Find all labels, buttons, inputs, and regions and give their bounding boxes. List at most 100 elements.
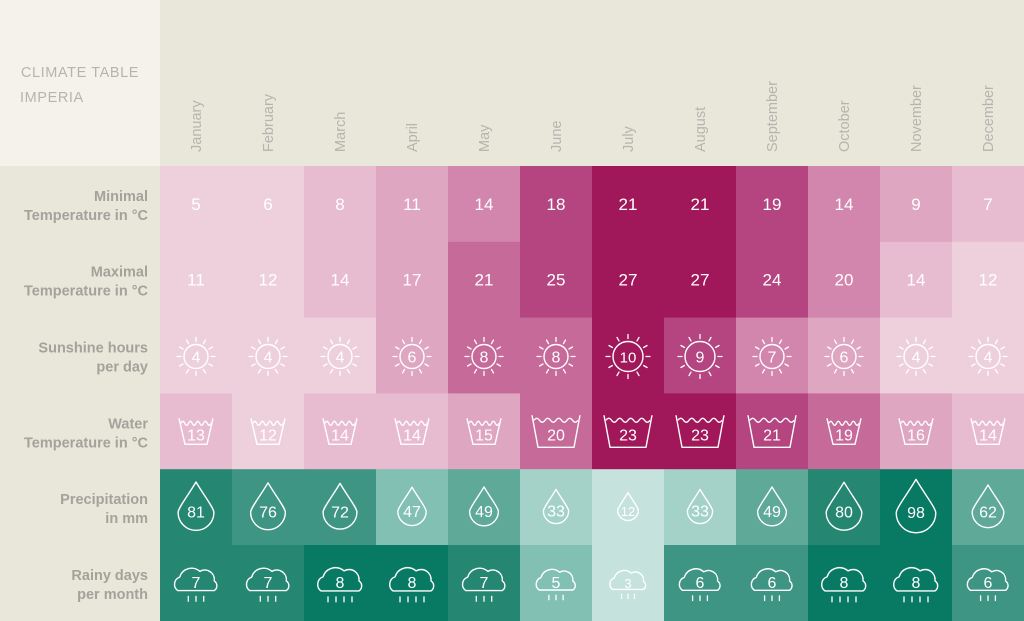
cell-background xyxy=(664,241,737,319)
cell-background xyxy=(376,469,449,546)
cell-value: 5 xyxy=(552,575,561,592)
cell-background xyxy=(448,317,521,394)
cell-value: 19 xyxy=(763,195,782,214)
rain-cloud-icon xyxy=(317,567,363,603)
cell-background xyxy=(880,393,953,470)
cell-background xyxy=(808,317,881,394)
table-cell: 6 xyxy=(952,545,1024,621)
table-cell: 19 xyxy=(808,393,881,470)
row-label-line1: Maximal xyxy=(91,265,148,281)
basin-icon xyxy=(394,418,430,445)
table-cell: 10 xyxy=(592,317,665,394)
cell-background xyxy=(592,545,665,621)
table-cell: 80 xyxy=(808,469,881,546)
cell-value: 14 xyxy=(979,427,997,444)
cell-background xyxy=(304,545,377,621)
cell-value: 12 xyxy=(259,427,277,444)
table-cell: 5 xyxy=(520,545,593,621)
table-cell: 8 xyxy=(304,545,377,621)
table-cell: 11 xyxy=(376,166,449,243)
table-cell: 21 xyxy=(664,166,737,243)
table-cell: 6 xyxy=(808,317,881,394)
cell-value: 5 xyxy=(191,195,200,214)
cell-background xyxy=(160,166,233,243)
table-cell: 19 xyxy=(736,166,809,243)
table-cell: 49 xyxy=(448,469,521,546)
cell-value: 18 xyxy=(547,195,566,214)
table-cell: 14 xyxy=(448,166,521,243)
cell-background xyxy=(520,241,593,319)
table-cell: 27 xyxy=(592,241,665,319)
cell-value: 12 xyxy=(979,271,998,290)
cell-background xyxy=(304,393,377,470)
cell-value: 49 xyxy=(763,504,781,521)
cell-background xyxy=(376,317,449,394)
month-label: June xyxy=(549,121,565,152)
table-cell: 16 xyxy=(880,393,953,470)
cell-background xyxy=(520,166,593,243)
month-label: May xyxy=(477,124,493,152)
drop-icon xyxy=(616,491,640,522)
row-label-line1: Sunshine hours xyxy=(38,341,148,357)
row-label-line1: Rainy days xyxy=(71,568,148,584)
table-cell: 7 xyxy=(448,545,521,621)
rain-cloud-icon xyxy=(678,568,721,602)
row-label-line2: Temperature in °C xyxy=(24,435,149,451)
sun-icon xyxy=(248,336,288,377)
month-label: July xyxy=(621,125,637,152)
cell-background xyxy=(304,469,377,546)
table-cell: 4 xyxy=(952,317,1024,394)
cell-value: 10 xyxy=(620,350,637,367)
cell-value: 49 xyxy=(475,504,493,521)
cell-value: 27 xyxy=(691,271,710,290)
cell-value: 21 xyxy=(691,195,710,214)
rain-cloud-icon xyxy=(893,567,939,603)
drop-icon xyxy=(686,488,714,525)
rain-cloud-icon xyxy=(173,567,218,602)
table-cell: 9 xyxy=(880,166,953,243)
table-cell: 8 xyxy=(520,317,593,394)
cell-background xyxy=(304,241,377,319)
cell-value: 6 xyxy=(408,350,417,367)
cell-background xyxy=(160,393,233,470)
cell-background xyxy=(232,241,305,319)
row-label-line2: in mm xyxy=(105,511,148,527)
cell-value: 11 xyxy=(187,271,205,290)
table-cell: 8 xyxy=(448,317,521,394)
table-cell: 7 xyxy=(736,317,809,394)
rain-cloud-icon xyxy=(245,567,290,602)
table-cell: 8 xyxy=(304,166,377,243)
sun-icon xyxy=(176,336,216,377)
cell-background xyxy=(160,241,233,319)
table-cell: 8 xyxy=(808,545,881,621)
rain-cloud-icon xyxy=(966,568,1009,602)
month-label: October xyxy=(837,100,853,152)
cell-value: 7 xyxy=(768,350,777,367)
cell-value: 7 xyxy=(983,195,992,214)
table-cell: 13 xyxy=(160,393,233,470)
table-cell: 21 xyxy=(736,393,809,470)
cell-value: 6 xyxy=(840,350,849,367)
cell-value: 4 xyxy=(984,350,993,367)
cell-background xyxy=(736,317,809,394)
drop-icon xyxy=(825,481,863,531)
table-cell: 5 xyxy=(160,166,233,243)
cell-background xyxy=(952,241,1024,319)
sun-icon xyxy=(752,336,792,377)
cell-value: 17 xyxy=(403,271,422,290)
cell-background xyxy=(808,166,881,243)
cell-value: 72 xyxy=(331,504,349,521)
cell-background xyxy=(376,393,449,470)
cell-value: 8 xyxy=(335,195,344,214)
basin-icon xyxy=(178,418,214,445)
drop-icon xyxy=(756,486,788,527)
basin-icon xyxy=(603,415,653,448)
cell-background xyxy=(232,166,305,243)
rain-cloud-icon xyxy=(535,568,576,601)
cell-background xyxy=(520,317,593,394)
cell-background xyxy=(880,317,953,394)
cell-background xyxy=(376,166,449,243)
cell-value: 8 xyxy=(408,575,417,592)
cell-background xyxy=(304,317,377,394)
cell-background xyxy=(736,469,809,546)
